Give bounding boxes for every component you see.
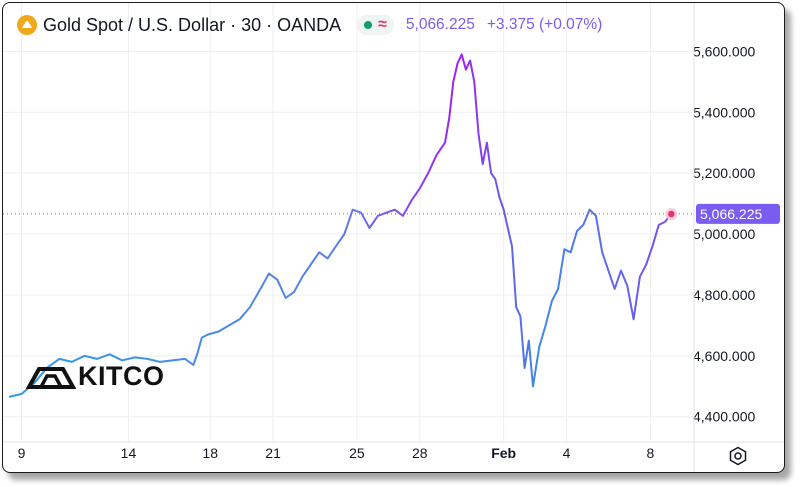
market-open-dot-icon: [364, 21, 373, 29]
y-tick-label: 5,400.000: [693, 104, 755, 120]
x-tick-label: 8: [646, 445, 654, 461]
x-tick-label: Feb: [491, 445, 516, 461]
x-tick-label: 28: [412, 445, 428, 461]
realtime-wave-icon: ≈: [378, 16, 387, 33]
y-tick-label: 5,600.000: [693, 43, 755, 59]
y-tick-label: 4,400.000: [693, 409, 755, 425]
y-tick-label: 5,000.000: [693, 226, 755, 242]
x-tick-label: 18: [202, 445, 218, 461]
symbol-title[interactable]: Gold Spot / U.S. Dollar · 30 · OANDA: [43, 14, 342, 35]
x-tick-label: 14: [121, 445, 137, 461]
x-tick-label: 21: [265, 445, 281, 461]
last-price-point: [668, 210, 675, 218]
symbol-header: Gold Spot / U.S. Dollar · 30 · OANDA ≈ 5…: [17, 13, 602, 37]
settings-gear-icon[interactable]: [728, 446, 748, 466]
gold-bars-icon[interactable]: [17, 15, 37, 35]
current-price-tag: [696, 203, 780, 224]
kitco-gold-bar-icon: [26, 366, 76, 389]
y-tick-label: 4,600.000: [693, 348, 755, 364]
x-tick-label: 4: [563, 445, 571, 461]
y-tick-label: 5,200.000: [693, 165, 755, 181]
kitco-watermark: KITCO: [26, 361, 165, 392]
price-chart[interactable]: 4,400.000 4,600.000 4,800.000 5,000.000 5,20…: [3, 3, 784, 472]
x-tick-label: 25: [349, 445, 365, 461]
x-tick-label: 9: [18, 445, 26, 461]
price-series-line: [8, 53, 673, 398]
price-change: +3.375 (+0.07%): [486, 16, 603, 33]
chart-panel[interactable]: 4,400.000 4,600.000 4,800.000 5,000.000 5,20…: [2, 2, 785, 473]
last-price: 5,066.225: [405, 16, 475, 33]
y-tick-label: 4,800.000: [693, 287, 755, 303]
kitco-wordmark: KITCO: [78, 361, 165, 391]
status-pill[interactable]: ≈: [357, 15, 394, 35]
current-price-tag-label: 5,066.225: [700, 206, 762, 222]
